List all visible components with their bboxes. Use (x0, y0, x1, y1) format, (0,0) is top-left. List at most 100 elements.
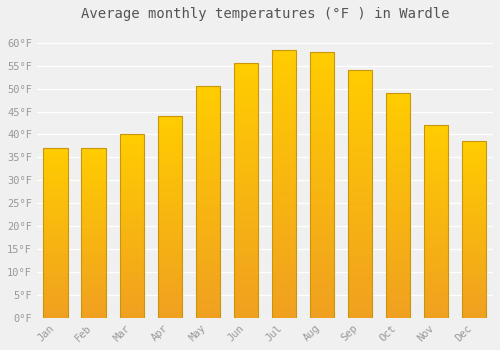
Bar (310, 233, 334, 236)
Bar (310, 63, 334, 65)
Bar (158, 256, 182, 257)
Bar (120, 204, 144, 206)
Bar (310, 217, 334, 219)
Bar (82, 230, 106, 231)
Bar (120, 197, 144, 199)
Bar (82, 197, 106, 199)
Bar (462, 274, 486, 275)
Bar (348, 268, 372, 271)
Bar (310, 204, 334, 206)
Bar (272, 162, 296, 165)
Bar (196, 156, 220, 158)
Bar (310, 89, 334, 92)
Bar (272, 184, 296, 187)
Bar (234, 272, 258, 275)
Bar (234, 109, 258, 112)
Bar (272, 288, 296, 291)
Bar (310, 310, 334, 313)
Bar (158, 259, 182, 261)
Bar (424, 127, 448, 129)
Bar (158, 118, 182, 120)
Bar (196, 286, 220, 288)
Bar (462, 299, 486, 300)
Bar (424, 160, 448, 162)
Bar (310, 188, 334, 190)
Bar (462, 152, 486, 154)
Bar (462, 245, 486, 247)
Bar (158, 146, 182, 148)
Bar (386, 145, 410, 147)
Bar (234, 241, 258, 244)
Bar (348, 296, 372, 298)
Bar (82, 213, 106, 215)
Bar (158, 128, 182, 130)
Bar (158, 247, 182, 249)
Bar (82, 309, 106, 311)
Bar (196, 119, 220, 121)
Bar (196, 107, 220, 110)
Bar (424, 201, 448, 202)
Bar (234, 265, 258, 267)
Title: Average monthly temperatures (°F ) in Wardle: Average monthly temperatures (°F ) in Wa… (80, 7, 449, 21)
Bar (462, 221, 486, 223)
Bar (44, 292, 68, 294)
Bar (462, 282, 486, 284)
Bar (196, 223, 220, 225)
Bar (272, 296, 296, 299)
Bar (348, 283, 372, 286)
Bar (82, 289, 106, 291)
Bar (386, 282, 410, 284)
Bar (82, 148, 106, 318)
Bar (272, 267, 296, 270)
Bar (272, 205, 296, 208)
Bar (310, 182, 334, 185)
Bar (158, 183, 182, 185)
Bar (462, 224, 486, 226)
Bar (424, 239, 448, 241)
Bar (158, 249, 182, 251)
Bar (424, 283, 448, 285)
Bar (310, 299, 334, 302)
Bar (44, 231, 68, 233)
Bar (120, 252, 144, 254)
Bar (386, 208, 410, 210)
Bar (158, 116, 182, 118)
Bar (310, 126, 334, 129)
Bar (44, 174, 68, 175)
Bar (158, 280, 182, 281)
Bar (462, 196, 486, 198)
Bar (44, 298, 68, 299)
Bar (462, 143, 486, 145)
Bar (348, 199, 372, 202)
Bar (424, 285, 448, 287)
Bar (348, 73, 372, 75)
Bar (44, 233, 68, 235)
Bar (234, 107, 258, 109)
Bar (82, 272, 106, 274)
Bar (82, 179, 106, 181)
Bar (82, 216, 106, 218)
Bar (348, 202, 372, 204)
Bar (158, 179, 182, 181)
Bar (462, 286, 486, 288)
Bar (120, 158, 144, 160)
Bar (120, 189, 144, 191)
Bar (386, 235, 410, 237)
Bar (82, 209, 106, 211)
Bar (120, 237, 144, 239)
Bar (462, 284, 486, 286)
Bar (462, 238, 486, 240)
Bar (310, 211, 334, 214)
Bar (82, 308, 106, 309)
Bar (386, 205, 410, 208)
Bar (272, 106, 296, 109)
Bar (82, 172, 106, 174)
Bar (120, 182, 144, 184)
Bar (82, 257, 106, 259)
Bar (386, 98, 410, 100)
Bar (158, 310, 182, 312)
Bar (310, 219, 334, 222)
Bar (44, 274, 68, 275)
Bar (82, 264, 106, 265)
Bar (120, 305, 144, 307)
